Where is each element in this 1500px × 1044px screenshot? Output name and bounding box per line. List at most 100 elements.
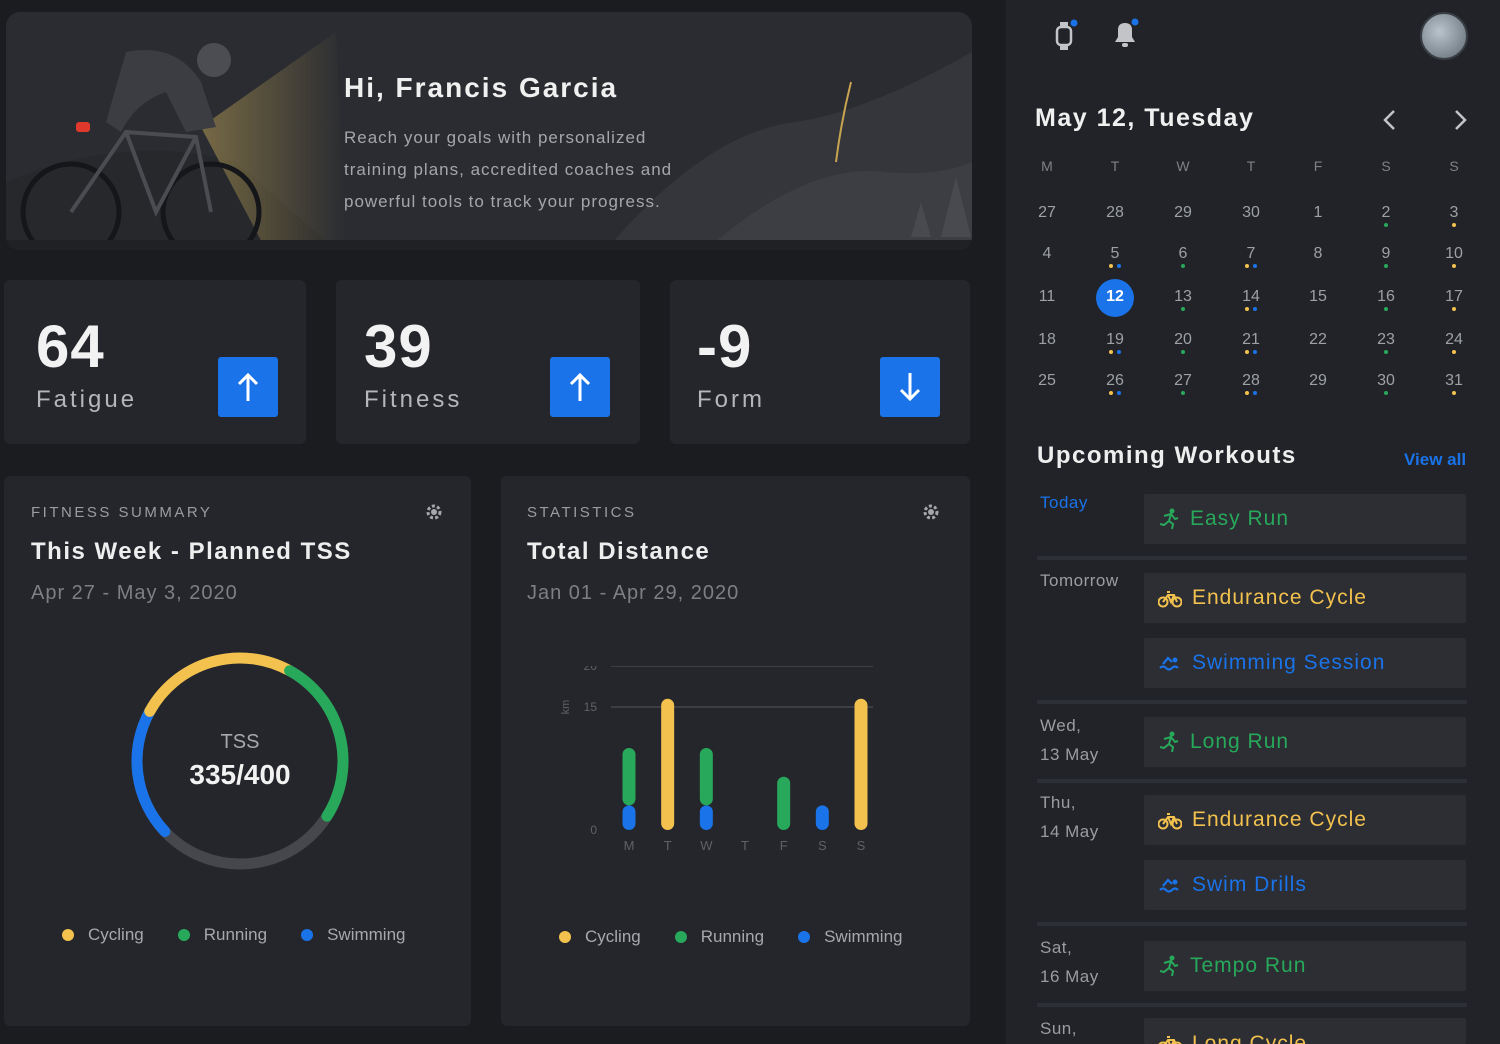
calendar-day[interactable]: 12	[1090, 279, 1140, 317]
calendar-day-number: 20	[1174, 331, 1192, 348]
calendar-day[interactable]: 14	[1226, 288, 1276, 311]
calendar-day-number: 25	[1038, 372, 1056, 389]
calendar-day[interactable]: 30	[1226, 204, 1276, 222]
distance-bar-chart: km 0 15 20 M T W T F S S	[560, 666, 873, 853]
calendar-day[interactable]: 21	[1226, 331, 1276, 354]
trend-up-button[interactable]	[218, 357, 278, 417]
workout-item[interactable]: Long Cycle	[1144, 1018, 1466, 1044]
legend-running: Running	[177, 925, 268, 945]
running-icon	[1159, 508, 1179, 530]
calendar-day[interactable]: 8	[1293, 245, 1343, 263]
swimming-dot	[301, 929, 314, 941]
calendar-day[interactable]: 30	[1361, 372, 1411, 395]
form-label: Form	[697, 386, 765, 413]
calendar-day[interactable]: 27	[1022, 204, 1072, 222]
calendar-day[interactable]: 22	[1293, 331, 1343, 349]
indicator-dot	[1452, 264, 1456, 268]
calendar-day[interactable]: 4	[1022, 245, 1072, 263]
day-label-line: 14 May	[1040, 822, 1099, 841]
workout-indicator	[1158, 350, 1208, 354]
calendar-title: May 12, Tuesday	[1035, 104, 1255, 132]
workout-item[interactable]: Tempo Run	[1144, 941, 1466, 991]
legend-label: Running	[203, 925, 268, 944]
workout-indicator	[1226, 264, 1276, 268]
workout-name: Swim Drills	[1192, 873, 1307, 896]
avatar[interactable]	[1420, 12, 1468, 60]
legend-swimming: Swimming	[798, 927, 902, 947]
weekday-header: F	[1313, 158, 1323, 174]
greeting-line: powerful tools to track your progress.	[344, 192, 661, 211]
calendar-day[interactable]: 20	[1158, 331, 1208, 354]
calendar-day[interactable]: 17	[1429, 288, 1479, 311]
indicator-dot	[1452, 223, 1456, 227]
workout-item[interactable]: Long Run	[1144, 717, 1466, 767]
fitness-card: 39 Fitness	[336, 280, 640, 444]
fitness-value: 39	[364, 313, 433, 380]
workout-item[interactable]: Swimming Session	[1144, 638, 1466, 688]
calendar-day-number: 24	[1445, 331, 1463, 348]
chart-legend: Cycling Running Swimming	[559, 927, 902, 947]
gear-icon[interactable]	[921, 502, 941, 522]
legend-label: Cycling	[585, 927, 641, 946]
calendar-day[interactable]: 6	[1158, 245, 1208, 268]
calendar-day[interactable]: 18	[1022, 331, 1072, 349]
weekday-header: S	[1449, 158, 1459, 174]
calendar-day[interactable]: 16	[1361, 288, 1411, 311]
trend-up-button[interactable]	[550, 357, 610, 417]
calendar-day[interactable]: 11	[1022, 288, 1072, 306]
chevron-right-icon[interactable]	[1450, 108, 1470, 132]
running-arc	[284, 665, 349, 822]
gear-icon[interactable]	[424, 502, 444, 522]
calendar-day[interactable]: 24	[1429, 331, 1479, 354]
calendar-day[interactable]: 26	[1090, 372, 1140, 395]
trend-down-button[interactable]	[880, 357, 940, 417]
view-all-link[interactable]: View all	[1404, 450, 1467, 469]
cycling-dot	[62, 929, 74, 941]
calendar-day[interactable]: 29	[1158, 204, 1208, 222]
indicator-dot	[1245, 350, 1249, 354]
chevron-left-icon[interactable]	[1380, 108, 1400, 132]
swimming-icon	[1159, 878, 1179, 893]
workout-indicator	[1429, 264, 1479, 268]
bar-swimming	[699, 805, 713, 830]
calendar-day[interactable]: 23	[1361, 331, 1411, 354]
bell-icon[interactable]	[1110, 16, 1140, 50]
calendar-day[interactable]: 1	[1293, 204, 1343, 222]
calendar-day[interactable]: 27	[1158, 372, 1208, 395]
workout-indicator	[1361, 350, 1411, 354]
calendar-day[interactable]: 25	[1022, 372, 1072, 390]
indicator-dot	[1384, 223, 1388, 227]
calendar-day-number: 4	[1042, 245, 1052, 262]
workout-item[interactable]: Swim Drills	[1144, 860, 1466, 910]
greeting-line: training plans, accredited coaches and	[344, 160, 673, 179]
watch-icon[interactable]	[1050, 18, 1080, 52]
calendar-day[interactable]: 5	[1090, 245, 1140, 268]
calendar-day[interactable]: 28	[1090, 204, 1140, 222]
calendar-day[interactable]: 2	[1361, 204, 1411, 227]
calendar-day[interactable]: 9	[1361, 245, 1411, 268]
workout-item[interactable]: Endurance Cycle	[1144, 795, 1466, 845]
calendar-day[interactable]: 19	[1090, 331, 1140, 354]
calendar-day[interactable]: 29	[1293, 372, 1343, 390]
calendar-day[interactable]: 28	[1226, 372, 1276, 395]
y-tick-label: 0	[590, 823, 597, 837]
panel-eyebrow: FITNESS SUMMARY	[31, 504, 213, 521]
indicator-dot	[1109, 264, 1113, 268]
workout-item[interactable]: Endurance Cycle	[1144, 573, 1466, 623]
cycling-icon	[1158, 591, 1182, 608]
x-tick-label: T	[741, 838, 749, 853]
workout-item[interactable]: Easy Run	[1144, 494, 1466, 544]
calendar-day[interactable]: 15	[1293, 288, 1343, 306]
calendar-day[interactable]: 3	[1429, 204, 1479, 227]
calendar-day[interactable]: 31	[1429, 372, 1479, 395]
calendar-day[interactable]: 13	[1158, 288, 1208, 311]
workout-indicator	[1090, 391, 1140, 395]
indicator-dot	[1245, 307, 1249, 311]
calendar-day-number: 12	[1106, 288, 1124, 305]
calendar-day[interactable]: 7	[1226, 245, 1276, 268]
chart-legend: Cycling Running Swimming	[62, 925, 405, 945]
indicator-dot	[1452, 307, 1456, 311]
calendar-day[interactable]: 10	[1429, 245, 1479, 268]
legend-cycling: Cycling	[62, 925, 144, 945]
indicator-dot	[1253, 307, 1257, 311]
